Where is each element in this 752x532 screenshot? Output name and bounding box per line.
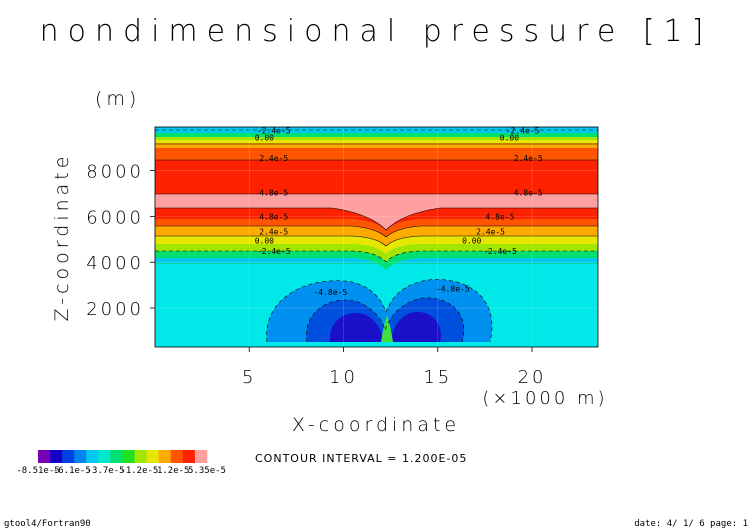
colorbar-swatch bbox=[170, 450, 184, 463]
y-tick-label: 8000 bbox=[86, 162, 144, 183]
colorbar-tick-label: 5.35e-5 bbox=[188, 466, 226, 476]
band-red-orange bbox=[155, 219, 598, 237]
contour-label: 4.8e-5 bbox=[514, 188, 543, 197]
plot-frame bbox=[154, 126, 599, 348]
contour-line bbox=[155, 250, 598, 263]
band-cyan-top bbox=[155, 127, 598, 133]
colorbar-swatch bbox=[98, 450, 111, 463]
band-lime-upper bbox=[155, 137, 598, 140]
footer-left: gtool4/Fortran90 bbox=[4, 519, 91, 529]
x-tick-label: 15 bbox=[423, 367, 452, 388]
band-deep-blue bbox=[329, 311, 441, 342]
colorbar-tick-label: -6.1e-5 bbox=[53, 466, 91, 476]
band-orange-upper bbox=[155, 143, 598, 148]
colorbar-swatch bbox=[62, 450, 75, 463]
contour-line bbox=[266, 279, 493, 343]
contour-label: -4.8e-5 bbox=[436, 285, 470, 294]
contour-label: 4.8e-5 bbox=[259, 188, 288, 197]
colorbar-swatch bbox=[158, 450, 172, 463]
band-yellow bbox=[155, 236, 598, 254]
colorbar-tick-label: -3.7e-5 bbox=[87, 466, 125, 476]
band-green-center bbox=[381, 316, 393, 342]
y-unit-label: (m) bbox=[95, 88, 140, 110]
band-yellow-upper bbox=[155, 140, 598, 143]
y-tick-label: 4000 bbox=[86, 253, 144, 274]
colorbar-swatch bbox=[50, 450, 63, 463]
x-tick-label: 20 bbox=[518, 367, 547, 388]
y-tick-label: 6000 bbox=[86, 207, 144, 228]
colorbar-swatch bbox=[38, 450, 51, 463]
contour-label: -2.4e-5 bbox=[257, 247, 291, 256]
band-green-upper bbox=[155, 133, 598, 137]
band-red-upper bbox=[155, 160, 598, 194]
contour-label: -2.4e-5 bbox=[483, 247, 517, 256]
contour-label: 2.4e-5 bbox=[259, 154, 288, 163]
band-green bbox=[155, 251, 598, 270]
footer-right: date: 4/ 1/ 6 page: 1 bbox=[634, 519, 748, 529]
colorbar-swatch bbox=[146, 450, 160, 463]
x-tick-label: 10 bbox=[329, 367, 358, 388]
contour-label: 0.00 bbox=[462, 236, 481, 245]
band-cyan-upper bbox=[155, 258, 598, 270]
contour-line bbox=[155, 225, 598, 238]
contour-line bbox=[306, 297, 465, 343]
contour-labels: -2.4e-5 -2.4e-50.00 0.002.4e-5 2.4e-54.8e-5… bbox=[255, 126, 543, 297]
contour-label: 2.4e-5 bbox=[514, 154, 543, 163]
colorbar-swatch bbox=[182, 450, 196, 463]
contour-interval-text: CONTOUR INTERVAL = 1.200E-05 bbox=[255, 452, 467, 465]
colorbar-tick-label: -1.2e-5 bbox=[120, 466, 158, 476]
plot-area: -2.4e-5 -2.4e-50.00 0.002.4e-5 2.4e-54.8e-5… bbox=[155, 126, 598, 347]
contour-label: 0.00 bbox=[500, 133, 519, 142]
contour-label: 0.00 bbox=[255, 133, 274, 142]
contour-label: 0.00 bbox=[255, 236, 274, 245]
colorbar-swatch bbox=[134, 450, 147, 463]
contour-bands bbox=[155, 127, 598, 342]
contour-label: 4.8e-5 bbox=[486, 212, 515, 221]
chart-title: nondimensional pressure [1] bbox=[40, 14, 713, 49]
colorbar-swatch bbox=[110, 450, 123, 463]
contour-label: -4.8e-5 bbox=[313, 288, 347, 297]
contour-label: 2.4e-5 bbox=[476, 227, 505, 236]
colorbar-tick-label: -8.51e-5 bbox=[16, 466, 59, 476]
contour-label: -2.4e-5 bbox=[257, 126, 291, 135]
contour-label: 4.8e-5 bbox=[259, 212, 288, 221]
band-lime bbox=[155, 244, 598, 262]
plot-grid bbox=[155, 127, 598, 347]
colorbar-swatch bbox=[122, 450, 135, 463]
contour-label: -2.4e-5 bbox=[506, 126, 540, 135]
y-tick-label: 2000 bbox=[86, 299, 144, 320]
x-tick-label: 5 bbox=[242, 367, 256, 388]
band-light-green bbox=[155, 263, 598, 264]
y-ticks: 2000 4000 6000 8000 bbox=[86, 162, 155, 320]
contour-line bbox=[155, 207, 598, 231]
colorbar: -8.51e-5-6.1e-5-3.7e-5-1.2e-51.2e-55.35e… bbox=[16, 450, 226, 476]
colorbar-swatch bbox=[194, 450, 208, 463]
band-orange bbox=[155, 226, 598, 246]
colorbar-tick-label: 1.2e-5 bbox=[157, 466, 190, 476]
y-axis-label: Z-coordinate bbox=[51, 153, 73, 322]
x-axis-label: X-coordinate bbox=[292, 414, 460, 436]
band-red-lower bbox=[155, 208, 598, 230]
colorbar-swatch bbox=[86, 450, 99, 463]
contour-line bbox=[155, 235, 598, 247]
band-pink bbox=[155, 194, 598, 230]
x-ticks: 5 10 15 20 bbox=[242, 347, 547, 388]
band-red-orange-upper bbox=[155, 148, 598, 160]
contour-lines bbox=[155, 129, 598, 343]
x-unit-label: (×1000 m) bbox=[482, 388, 607, 409]
colorbar-swatch bbox=[74, 450, 87, 463]
contour-label: 2.4e-5 bbox=[259, 227, 288, 236]
